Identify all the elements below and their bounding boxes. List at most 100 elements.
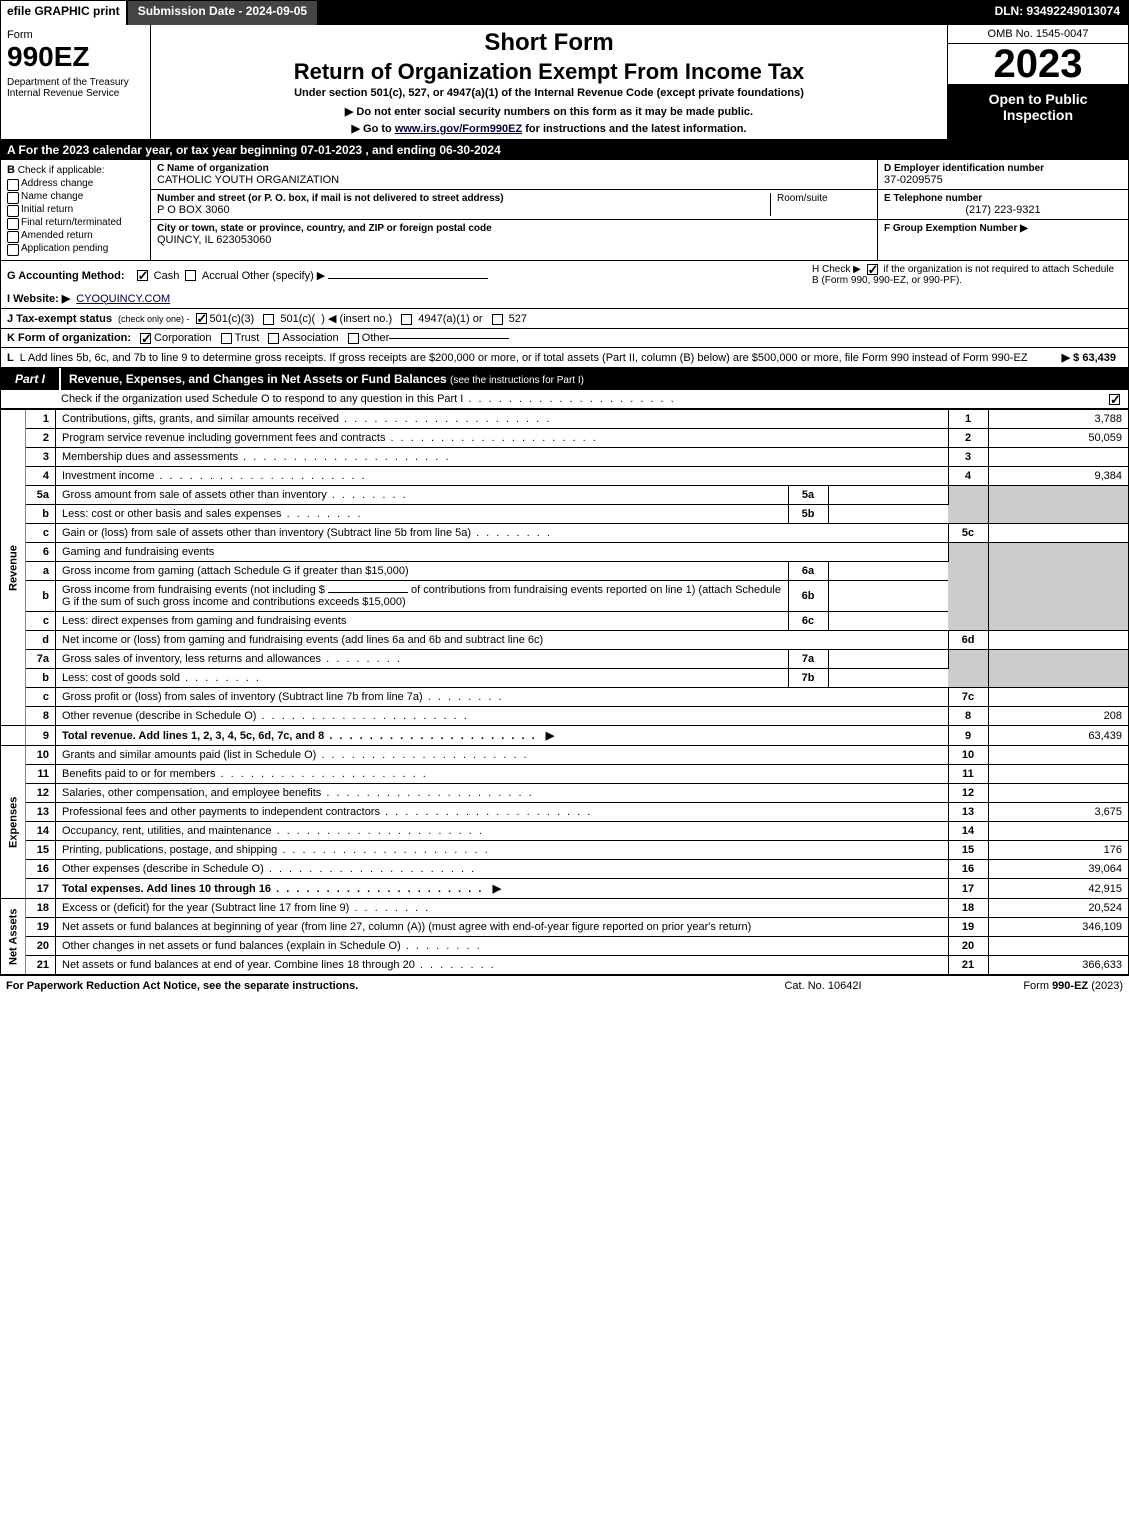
r20-val [988,937,1128,956]
other-input[interactable] [328,278,488,279]
row-13: 13 Professional fees and other payments … [1,803,1128,822]
row-11: 11 Benefits paid to or for members 11 [1,765,1128,784]
room-suite-label: Room/suite [771,193,871,216]
r13-desc: Professional fees and other payments to … [56,803,949,822]
r6-shaded-val [988,543,1128,631]
r5c-num: c [26,524,56,543]
website-link[interactable]: CYOQUINCY.COM [76,293,170,305]
r6c-mval[interactable] [828,612,948,631]
r6-num: 6 [26,543,56,562]
r6d-desc: Net income or (loss) from gaming and fun… [56,631,949,650]
group-label: F Group Exemption Number ▶ [884,223,1122,234]
r14-val [988,822,1128,841]
r3-rn: 3 [948,448,988,467]
section-def: D Employer identification number 37-0209… [878,160,1128,260]
r6d-rn: 6d [948,631,988,650]
chk-trust[interactable] [221,333,232,344]
chk-association[interactable] [268,333,279,344]
r6a-mval[interactable] [828,562,948,581]
r21-num: 21 [26,956,56,975]
r5b-mn: 5b [788,505,828,524]
k-label: K Form of organization: [7,332,131,344]
footer-cat-no: Cat. No. 10642I [723,980,923,992]
r5a-mval[interactable] [828,486,948,505]
r6d-val [988,631,1128,650]
r7a-mval[interactable] [828,650,948,669]
r18-rn: 18 [948,899,988,918]
check-if-applicable: Check if applicable: [18,165,105,176]
irs-link[interactable]: www.irs.gov/Form990EZ [395,123,522,135]
line-gh: G Accounting Method: Cash Accrual Other … [1,261,1128,289]
r1-desc: Contributions, gifts, grants, and simila… [56,410,949,429]
r7c-desc: Gross profit or (loss) from sales of inv… [56,688,949,707]
chk-other-org[interactable] [348,333,359,344]
chk-corporation[interactable] [140,333,151,344]
part-1-checkbox[interactable] [1106,393,1122,405]
r7b-mn: 7b [788,669,828,688]
r7b-mval[interactable] [828,669,948,688]
org-name-row: C Name of organization CATHOLIC YOUTH OR… [151,160,877,190]
part-1-title: Revenue, Expenses, and Changes in Net As… [61,368,1128,390]
form-number: 990EZ [7,41,144,73]
r17-desc: Total expenses. Add lines 10 through 16 … [56,879,949,899]
r5b-mval[interactable] [828,505,948,524]
r20-rn: 20 [948,937,988,956]
r6-shaded [948,543,988,631]
chk-name-change[interactable]: Name change [7,191,144,202]
street-row: Number and street (or P. O. box, if mail… [151,190,877,220]
chk-amended-return[interactable]: Amended return [7,230,144,241]
form-container: efile GRAPHIC print Submission Date - 20… [0,0,1129,976]
r18-num: 18 [26,899,56,918]
r7b-num: b [26,669,56,688]
part-1-table: Revenue 1 Contributions, gifts, grants, … [1,409,1128,975]
r7-shaded-val [988,650,1128,688]
line-g: G Accounting Method: Cash Accrual Other … [7,269,802,282]
g-label: G Accounting Method: [7,270,125,282]
other-org-input[interactable] [389,338,509,339]
tel-value: (217) 223-9321 [884,204,1122,216]
line-i: I Website: ▶ CYOQUINCY.COM [1,289,1128,309]
chk-cash[interactable] [137,270,148,281]
r6b-amount-input[interactable] [328,592,408,593]
r2-val: 50,059 [988,429,1128,448]
l-text: L Add lines 5b, 6c, and 7b to line 9 to … [20,352,1062,364]
r5c-rn: 5c [948,524,988,543]
cash-label: Cash [154,270,180,282]
r4-desc: Investment income [56,467,949,486]
r9-num: 9 [26,726,56,746]
chk-527[interactable] [492,314,503,325]
footer-form-ref: Form 990-EZ (2023) [923,980,1123,992]
rev-bottom-border [1,726,26,746]
section-bcd: B Check if applicable: Address change Na… [1,160,1128,261]
r6-desc: Gaming and fundraising events [56,543,949,562]
accrual-label: Accrual [202,270,239,282]
r3-num: 3 [26,448,56,467]
page-footer: For Paperwork Reduction Act Notice, see … [0,976,1129,996]
row-14: 14 Occupancy, rent, utilities, and maint… [1,822,1128,841]
r7a-desc: Gross sales of inventory, less returns a… [56,650,789,669]
chk-address-change[interactable]: Address change [7,178,144,189]
r4-rn: 4 [948,467,988,486]
chk-application-pending[interactable]: Application pending [7,243,144,254]
submission-date: Submission Date - 2024-09-05 [128,1,318,25]
chk-initial-return[interactable]: Initial return [7,204,144,215]
r3-val [988,448,1128,467]
chk-schedule-b[interactable] [867,264,878,275]
chk-501c3[interactable] [196,313,207,324]
chk-501c[interactable] [263,314,274,325]
chk-accrual[interactable] [185,270,196,281]
i-label: I Website: ▶ [7,292,70,305]
r6b-mval[interactable] [828,581,948,612]
goto-link[interactable]: ▶ Go to www.irs.gov/Form990EZ for instru… [161,122,937,135]
row-6d: d Net income or (loss) from gaming and f… [1,631,1128,650]
chk-final-return[interactable]: Final return/terminated [7,217,144,228]
c-name-label: C Name of organization [157,163,871,174]
row-19: 19 Net assets or fund balances at beginn… [1,918,1128,937]
j-note: (check only one) - [118,314,190,324]
efile-print-label[interactable]: efile GRAPHIC print [1,1,128,25]
chk-4947[interactable] [401,314,412,325]
r12-rn: 12 [948,784,988,803]
line-k: K Form of organization: Corporation Trus… [1,329,1128,348]
r20-desc: Other changes in net assets or fund bala… [56,937,949,956]
j-opts: 501(c)(3) 501(c)( ) ◀ (insert no.) 4947(… [210,312,527,325]
